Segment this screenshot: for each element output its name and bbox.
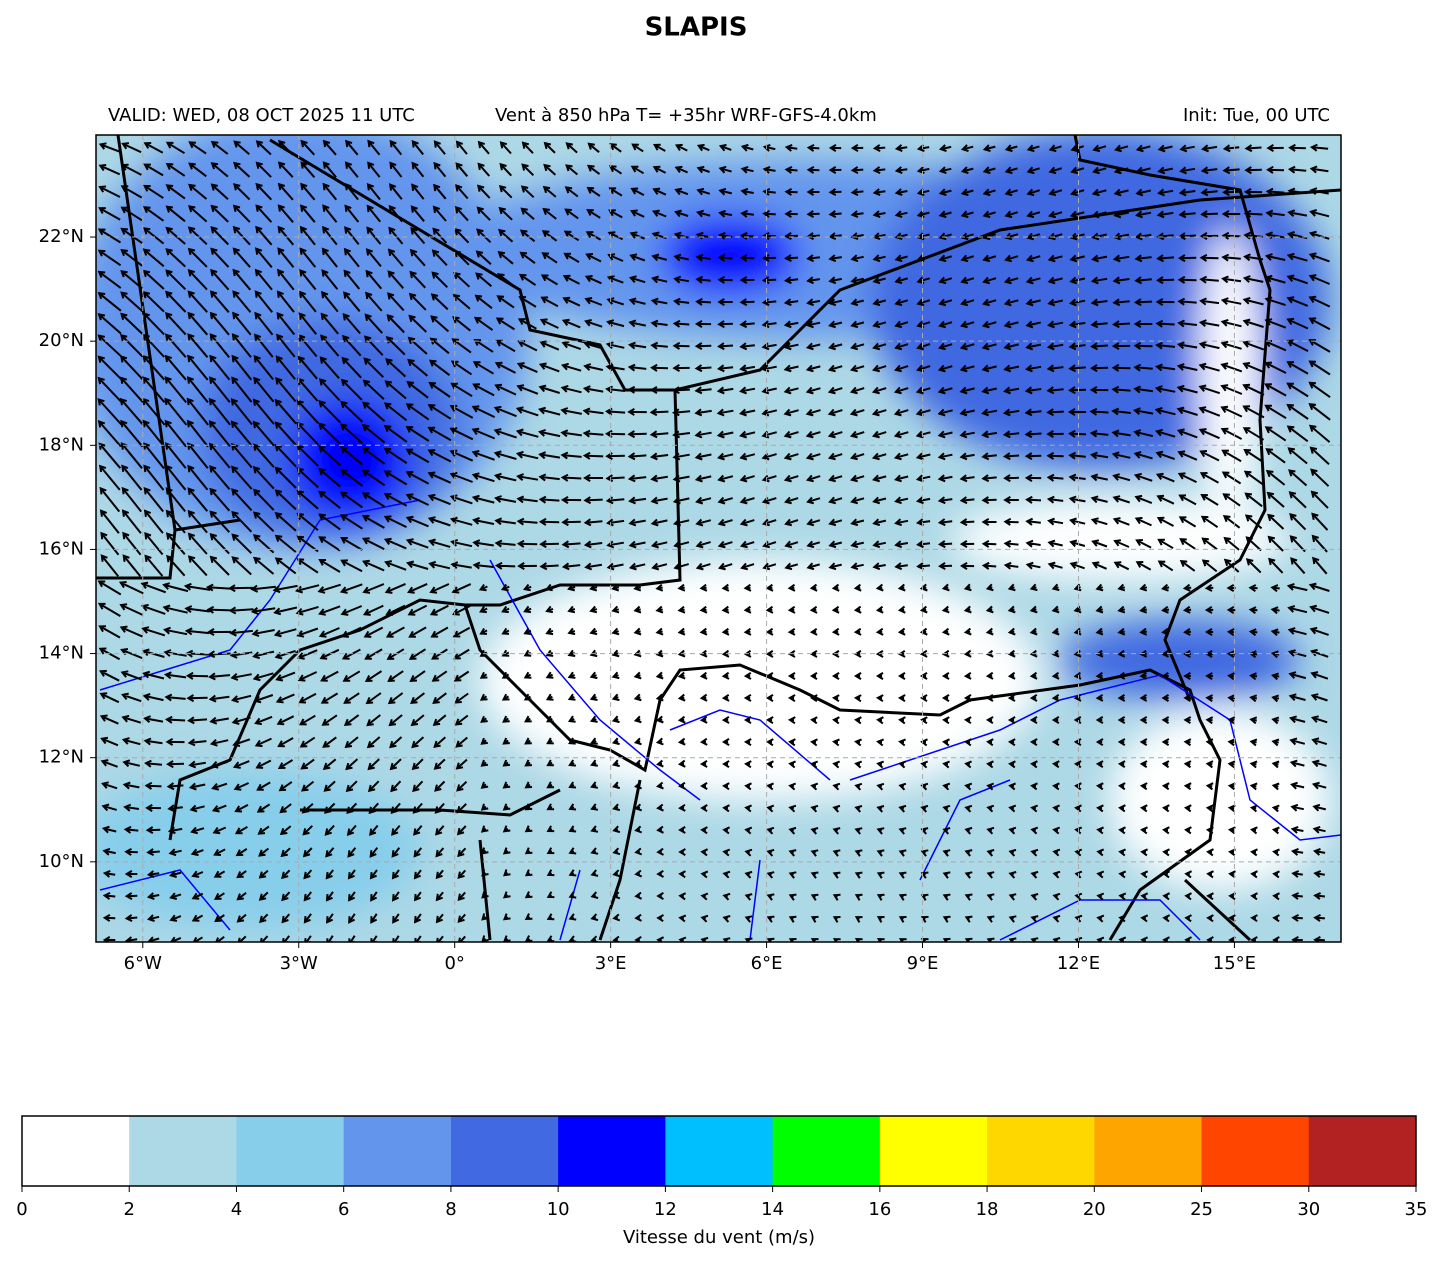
colorbar-tick-label: 35 — [1405, 1199, 1428, 1220]
y-tick-label: 20°N — [39, 330, 84, 351]
x-tick-label: 6°W — [124, 953, 162, 974]
valid-label: VALID: WED, 08 OCT 2025 11 UTC — [108, 105, 415, 126]
colorbar-segment — [665, 1116, 774, 1186]
colorbar-tick-label: 16 — [868, 1199, 891, 1220]
colorbar-tick-label: 18 — [976, 1199, 999, 1220]
map-frame — [95, 134, 1342, 943]
colorbar-segment — [236, 1116, 345, 1186]
x-tick-label: 12°E — [1057, 953, 1100, 974]
x-tick-label: 15°E — [1213, 953, 1256, 974]
colorbar-tick-label: 0 — [16, 1199, 27, 1220]
colorbar-tick-label: 10 — [547, 1199, 570, 1220]
colorbar-segment — [343, 1116, 452, 1186]
colorbar-tick-label: 25 — [1190, 1199, 1213, 1220]
colorbar-segment — [1094, 1116, 1203, 1186]
y-tick-label: 16°N — [39, 538, 84, 559]
colorbar-tick-label: 30 — [1297, 1199, 1320, 1220]
init-label: Init: Tue, 00 UTC — [1183, 105, 1330, 126]
x-tick-label: 3°E — [595, 953, 627, 974]
colorbar-tick-label: 12 — [654, 1199, 677, 1220]
x-tick-label: 9°E — [907, 953, 939, 974]
colorbar-tick-label: 2 — [124, 1199, 135, 1220]
x-tick-label: 0° — [444, 953, 464, 974]
colorbar-tick-label: 20 — [1083, 1199, 1106, 1220]
colorbar-segment — [450, 1116, 559, 1186]
colorbar-frame — [21, 1115, 1417, 1187]
colorbar-tick-label: 6 — [338, 1199, 349, 1220]
colorbar-tick-label: 4 — [231, 1199, 242, 1220]
colorbar-segment — [22, 1116, 130, 1186]
y-tick-label: 10°N — [39, 851, 84, 872]
x-tick-label: 3°W — [280, 953, 318, 974]
colorbar-segment — [987, 1116, 1095, 1186]
rivers — [99, 499, 1341, 941]
x-tick-label: 6°E — [751, 953, 783, 974]
colorbar-segment — [772, 1116, 881, 1186]
y-tick-label: 22°N — [39, 226, 84, 247]
map-area — [96, 135, 1341, 942]
title: SLAPIS — [645, 13, 748, 43]
colorbar-label: Vitesse du vent (m/s) — [623, 1227, 815, 1248]
colorbar-tick-label: 8 — [445, 1199, 456, 1220]
y-tick-label: 14°N — [39, 643, 84, 664]
y-tick-label: 18°N — [39, 434, 84, 455]
colorbar-segment — [1201, 1116, 1310, 1186]
wind-arrows — [97, 139, 1331, 942]
colorbar-segment — [879, 1116, 988, 1186]
colorbar-tick-label: 14 — [761, 1199, 784, 1220]
model-label: Vent à 850 hPa T= +35hr WRF-GFS-4.0km — [495, 105, 877, 126]
colorbar-segment — [558, 1116, 666, 1186]
colorbar-segment — [129, 1116, 237, 1186]
colorbar-segment — [1308, 1116, 1417, 1186]
y-tick-label: 12°N — [39, 747, 84, 768]
